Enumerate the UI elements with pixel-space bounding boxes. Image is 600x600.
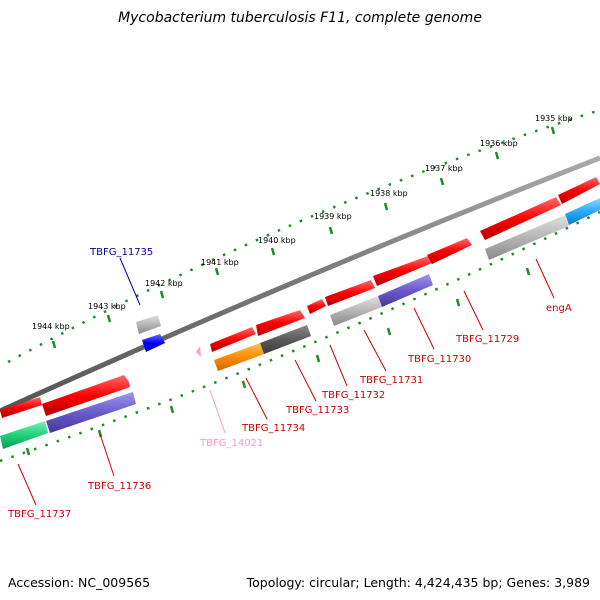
gene-orange <box>214 343 264 371</box>
gene-red-2 <box>42 375 130 416</box>
gene-red-3 <box>210 327 256 352</box>
label-tbfg-11730: TBFG_11730 <box>407 354 471 365</box>
scale-label-1941: 1941 kbp <box>201 258 239 267</box>
label-tbfg-11729: TBFG_11729 <box>455 334 519 345</box>
reverse-genes <box>0 198 600 449</box>
scale-label-1940: 1940 kbp <box>258 236 296 245</box>
outer-scale-dots <box>7 108 600 364</box>
label-tbfg-14021: TBFG_14021 <box>199 438 263 449</box>
outer-major-ticks <box>51 126 556 349</box>
forward-genes <box>0 177 600 418</box>
gene-red-9 <box>480 197 561 240</box>
label-tbfg-11732: TBFG_11732 <box>321 390 385 401</box>
gene-gray-2 <box>485 215 569 260</box>
map-title: Mycobacterium tuberculosis F11, complete… <box>118 10 482 26</box>
label-tbfg-11736: TBFG_11736 <box>87 481 151 492</box>
scale-label-1935: 1935 kbp <box>535 114 573 123</box>
label-tbfg-11735: TBFG_11735 <box>89 247 153 258</box>
scale-label-1937: 1937 kbp <box>425 164 463 173</box>
gene-red-8 <box>427 238 472 264</box>
gene-gray-1 <box>330 296 382 326</box>
gene-11735-gray <box>136 315 161 334</box>
label-tbfg-11733: TBFG_11733 <box>285 405 349 416</box>
label-enga: engA <box>546 303 572 314</box>
gene-red-4 <box>256 310 305 336</box>
gene-14021-pink <box>196 346 201 357</box>
gene-red-10 <box>558 177 600 204</box>
gene-purple-1 <box>46 392 136 433</box>
gene-darkgray <box>260 325 311 354</box>
leader-lines <box>17 257 555 506</box>
scale-label-1939: 1939 kbp <box>314 212 352 221</box>
label-tbfg-11734: TBFG_11734 <box>241 423 305 434</box>
inner-major-ticks <box>25 267 531 456</box>
gene-teal <box>0 421 48 449</box>
scale-label-1938: 1938 kbp <box>370 189 408 198</box>
scale-label-1936: 1936 kbp <box>480 139 518 148</box>
scale-label-1942: 1942 kbp <box>145 279 183 288</box>
gene-cyan <box>565 198 600 225</box>
gene-red-5 <box>307 299 326 314</box>
gene-red-1 <box>0 397 42 418</box>
topology-text: Topology: circular; Length: 4,424,435 bp… <box>246 575 590 590</box>
gene-red-6 <box>325 280 375 306</box>
label-tbfg-11737: TBFG_11737 <box>7 509 71 520</box>
accession-text: Accession: NC_009565 <box>8 575 151 590</box>
gene-11735-blue <box>142 334 165 352</box>
gene-red-7 <box>373 256 432 286</box>
genome-backbone <box>0 155 600 414</box>
gene-purple-2 <box>378 274 433 307</box>
scale-label-1944: 1944 kbp <box>32 322 70 331</box>
scale-label-1943: 1943 kbp <box>88 302 126 311</box>
label-tbfg-11731: TBFG_11731 <box>359 375 423 386</box>
